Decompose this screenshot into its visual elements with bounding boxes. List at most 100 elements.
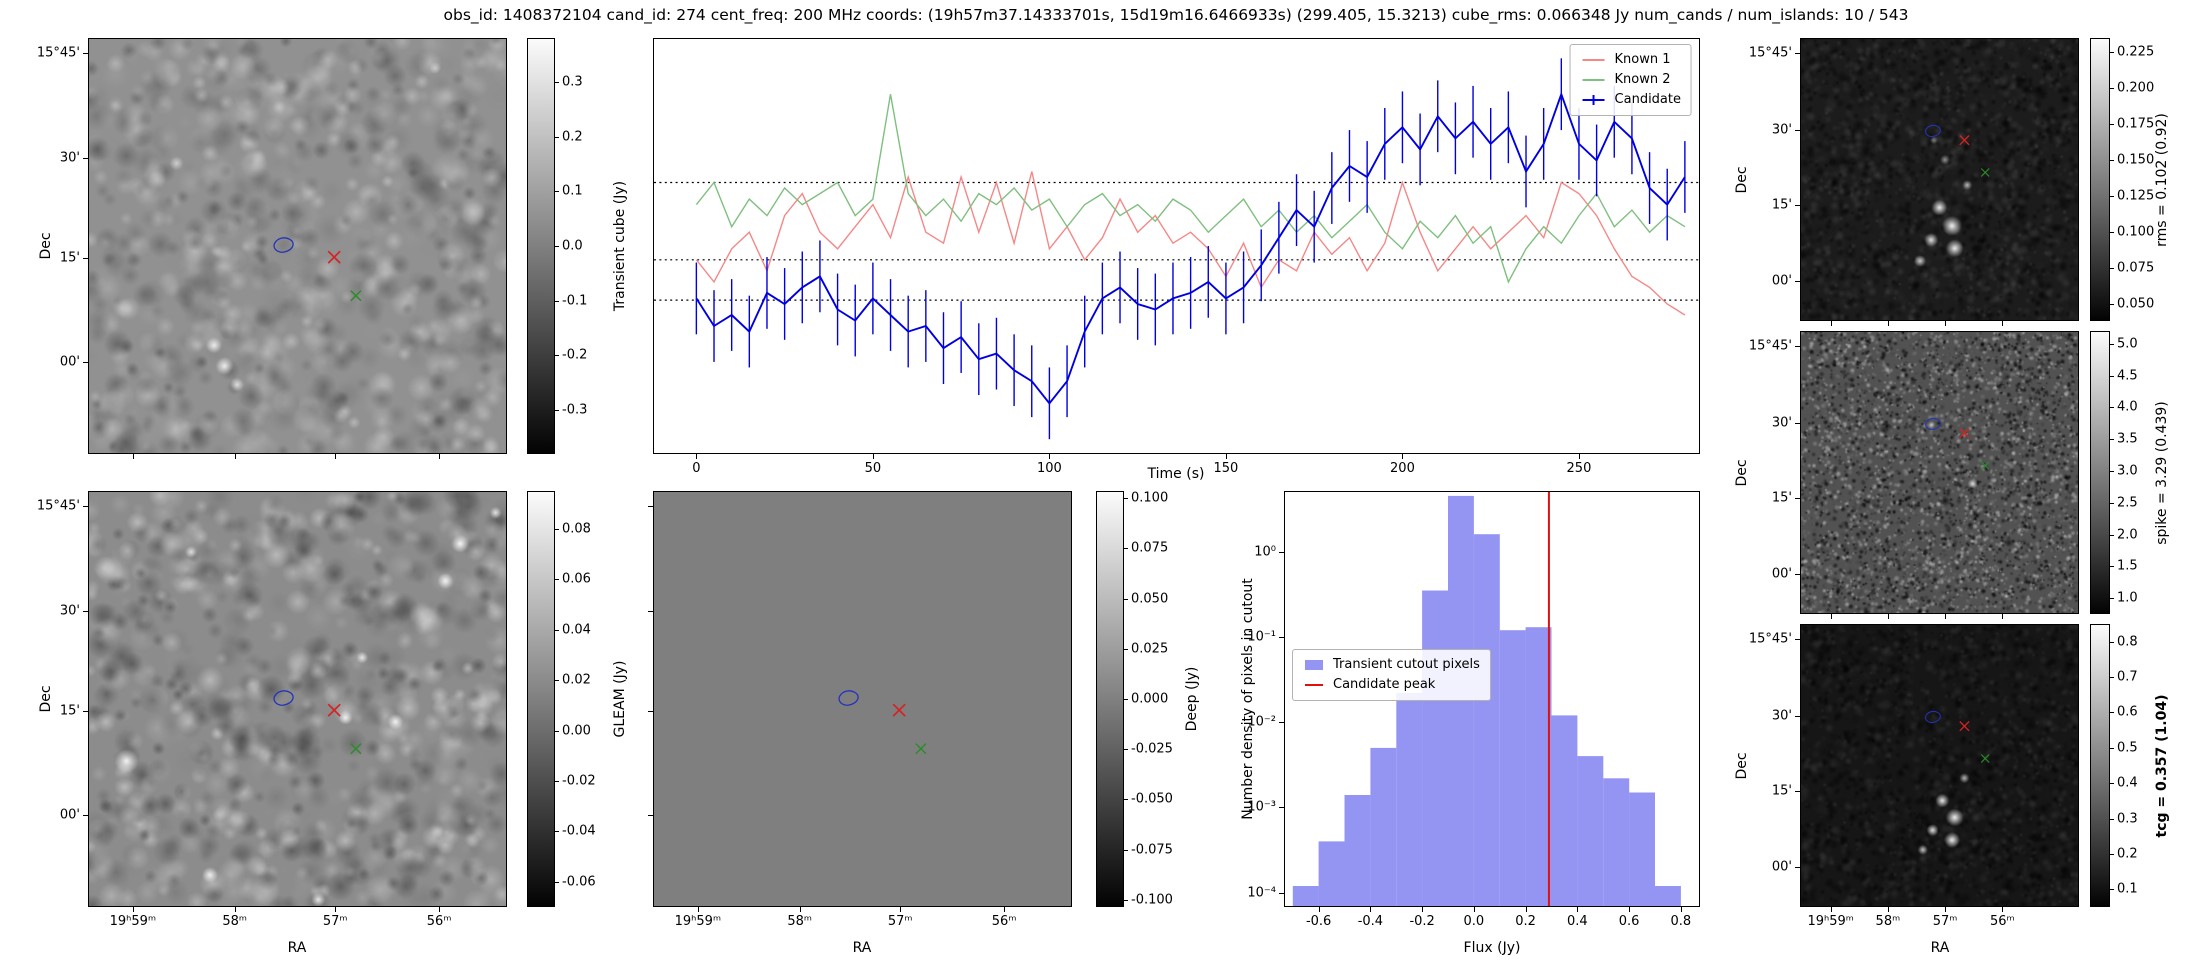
dec-tick-label: 30' xyxy=(59,603,80,619)
colorbar-tick-label: 0.125 xyxy=(2117,188,2155,204)
colorbar-tick-label: 0.000 xyxy=(1131,691,1169,707)
axis-tick-mark xyxy=(1578,454,1580,459)
known-source-x-marker xyxy=(350,743,362,755)
transient-cube-image xyxy=(89,39,506,453)
colorbar-tick-label: 0.04 xyxy=(562,622,591,638)
panel-deep-cutout xyxy=(653,491,1072,907)
axis-tick-mark xyxy=(83,506,88,508)
dec-tick-label: 15°45' xyxy=(36,498,80,514)
colorbar-tick-label: -0.04 xyxy=(562,823,596,839)
legend-line-sample xyxy=(1582,79,1605,81)
axis-tick-mark xyxy=(696,454,698,459)
axis-tick-mark xyxy=(2110,231,2114,233)
dec-tick-label: 00' xyxy=(1771,566,1792,582)
axis-tick-mark xyxy=(1473,907,1475,912)
colorbar-tick-label: 0.0 xyxy=(562,238,583,254)
axis-tick-mark xyxy=(83,53,88,55)
axis-tick-mark xyxy=(2002,614,2004,619)
axis-tick-mark xyxy=(648,815,653,817)
axis-tick-mark xyxy=(335,907,337,912)
axis-tick-mark xyxy=(1795,573,1800,575)
flux-tick-label: 0.4 xyxy=(1567,914,1588,929)
histogram-bar xyxy=(1370,747,1397,906)
ra-tick-label: 19ʰ59ᵐ xyxy=(674,914,722,929)
dec-axis-label: Dec xyxy=(38,232,54,260)
colorbar-label-deep: Deep (Jy) xyxy=(1184,666,1200,732)
axis-tick-mark xyxy=(1124,548,1128,550)
histogram-bar xyxy=(1292,886,1319,906)
colorbar-label-spike: spike = 3.29 (0.439) xyxy=(2154,401,2170,545)
dec-tick-label: 15°45' xyxy=(1748,338,1792,354)
axis-tick-mark xyxy=(132,454,134,459)
colorbar-tick-label: 0.3 xyxy=(562,74,583,90)
panel-spike-cutout xyxy=(1800,331,2079,614)
flux-tick-label: -0.6 xyxy=(1305,914,1332,929)
ra-tick-label: 58ᵐ xyxy=(222,914,247,929)
dec-axis-label: Dec xyxy=(38,685,54,713)
colorbar-tick-label: 0.4 xyxy=(2117,775,2138,791)
density-tick-label: 10⁻³ xyxy=(1247,799,1276,815)
histogram-bar xyxy=(1629,792,1655,906)
ra-tick-label: 57ᵐ xyxy=(322,914,348,929)
tcg-image xyxy=(1801,625,2078,906)
dec-tick-label: 15' xyxy=(59,250,80,266)
legend-patch-sample xyxy=(1305,660,1323,670)
axis-tick-mark xyxy=(555,629,559,631)
axis-tick-mark xyxy=(2110,783,2114,785)
flux-tick-label: 0.8 xyxy=(1670,914,1692,929)
candidate-position-x-marker xyxy=(1959,428,1970,439)
colorbar-tick-label: 2.5 xyxy=(2117,495,2138,511)
known-source-x-marker xyxy=(350,290,362,302)
legend-entry: Known 2 xyxy=(1581,70,1681,90)
axis-tick-mark xyxy=(555,191,559,193)
density-tick-label: 10⁻² xyxy=(1247,714,1276,730)
histogram-bar xyxy=(1422,590,1448,906)
legend-label: Candidate peak xyxy=(1333,677,1436,692)
flux-axis-label: Flux (Jy) xyxy=(1463,940,1521,956)
ra-tick-label: 56ᵐ xyxy=(991,914,1017,929)
time-tick-label: 150 xyxy=(1213,461,1239,476)
axis-tick-mark xyxy=(1279,892,1284,894)
axis-tick-mark xyxy=(1830,907,1832,912)
dec-tick-label: 15°45' xyxy=(36,45,80,61)
density-tick-label: 10⁻¹ xyxy=(1247,629,1276,645)
axis-tick-mark xyxy=(1318,907,1320,912)
axis-tick-mark xyxy=(555,246,559,247)
axis-tick-mark xyxy=(1279,807,1284,809)
rms-image xyxy=(1801,39,2078,320)
colorbar-tick-label: 0.075 xyxy=(1131,540,1169,556)
dec-tick-label: 30' xyxy=(1771,708,1792,724)
colorbar-label-gleam: GLEAM (Jy) xyxy=(612,660,628,738)
axis-tick-mark xyxy=(1124,799,1128,801)
transient-cube-markers xyxy=(273,237,362,302)
colorbar-tick-label: 0.050 xyxy=(1131,591,1169,607)
colorbar-tick-label: 0.06 xyxy=(562,571,591,587)
axis-tick-mark xyxy=(1004,907,1006,912)
axis-tick-mark xyxy=(1945,614,1947,619)
legend-entry: Candidate peak xyxy=(1303,675,1480,695)
colorbar-tick-label: 4.5 xyxy=(2117,368,2138,384)
axis-tick-mark xyxy=(1680,907,1682,912)
island-contour xyxy=(273,690,294,706)
island-contour xyxy=(1925,417,1941,431)
colorbar-tick-label: 1.5 xyxy=(2117,558,2138,574)
axis-tick-mark xyxy=(1945,321,1947,326)
island-contour xyxy=(838,690,859,706)
tcg-markers xyxy=(1925,710,1990,763)
rms-markers xyxy=(1925,124,1990,177)
colorbar-tick-label: 0.200 xyxy=(2117,80,2155,96)
dec-tick-label: 30' xyxy=(1771,122,1792,138)
density-tick-label: 10⁰ xyxy=(1254,544,1276,560)
axis-tick-mark xyxy=(2110,677,2114,679)
colorbar-tick-label: 3.5 xyxy=(2117,431,2138,447)
axis-tick-mark xyxy=(555,81,559,83)
axis-tick-mark xyxy=(1795,280,1800,282)
axis-tick-mark xyxy=(1124,749,1128,751)
dec-tick-label: 15°45' xyxy=(1748,631,1792,647)
axis-tick-mark xyxy=(2110,598,2114,600)
axis-tick-mark xyxy=(1795,715,1800,717)
axis-tick-mark xyxy=(872,454,874,459)
axis-tick-mark xyxy=(1795,422,1800,424)
gleam-image xyxy=(89,492,506,906)
axis-tick-mark xyxy=(1795,866,1800,868)
